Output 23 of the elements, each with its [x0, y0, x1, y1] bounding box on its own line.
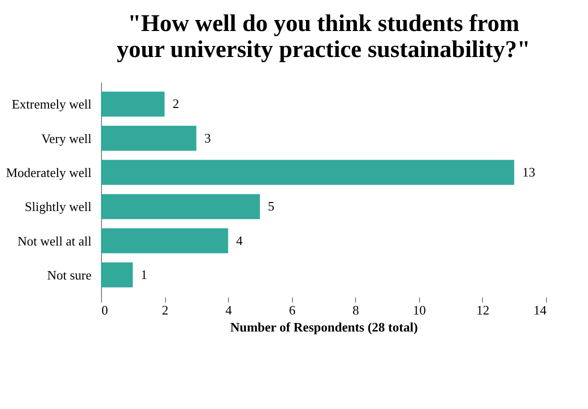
x-axis-title: Number of Respondents (28 total) — [230, 320, 418, 334]
x-tick-label: 2 — [162, 302, 168, 318]
x-tick-label: 12 — [476, 302, 490, 318]
y-tick-label: Moderately well — [6, 164, 92, 180]
y-tick-label: Extremely well — [12, 96, 92, 112]
text: "How well do you think students from — [128, 11, 520, 37]
y-tick-label: Not sure — [47, 267, 92, 282]
x-tick-label: 14 — [534, 302, 547, 318]
data-label: 5 — [268, 198, 274, 214]
x-tick-label: 10 — [412, 302, 426, 318]
x-tick-label: 4 — [225, 302, 232, 318]
data-label: 13 — [522, 164, 536, 180]
y-tick-label: Slightly well — [24, 199, 92, 214]
data-label: 3 — [204, 130, 211, 146]
x-tick-label: 0 — [102, 302, 108, 318]
x-tick-label: 6 — [288, 302, 296, 318]
text: your university practice sustainability?" — [116, 37, 530, 63]
x-tick-label: 8 — [352, 302, 360, 318]
data-label: 1 — [140, 266, 148, 282]
y-tick-label: Not well at all — [17, 233, 92, 248]
data-label: 4 — [236, 232, 244, 248]
data-label: 2 — [172, 96, 180, 112]
y-tick-label: Very well — [41, 130, 92, 146]
